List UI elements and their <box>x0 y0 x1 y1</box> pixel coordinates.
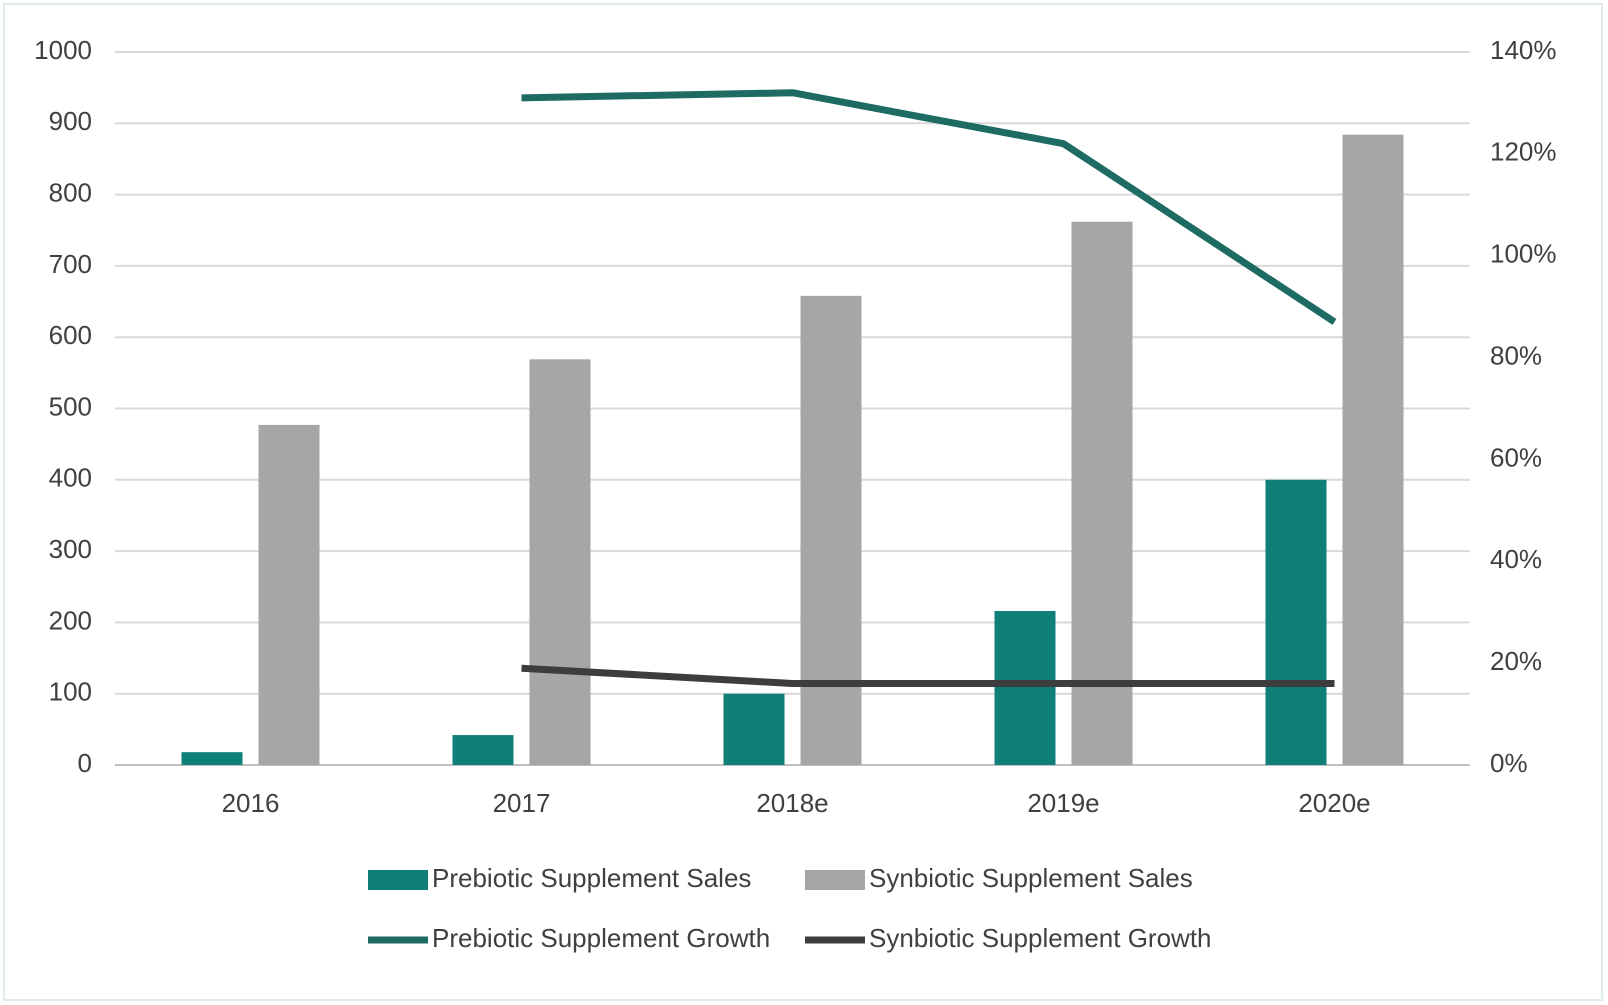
y-tick-label: 400 <box>49 463 92 493</box>
y-tick-label: 900 <box>49 106 92 136</box>
y2-tick-label: 40% <box>1490 544 1542 574</box>
y-tick-label: 300 <box>49 534 92 564</box>
y2-tick-label: 80% <box>1490 340 1542 370</box>
y2-tick-label: 0% <box>1490 748 1528 778</box>
y2-tick-label: 100% <box>1490 239 1557 269</box>
bar <box>529 359 591 765</box>
legend-label: Prebiotic Supplement Growth <box>432 923 770 953</box>
y2-tick-label: 20% <box>1490 646 1542 676</box>
legend-swatch <box>368 870 428 890</box>
bar <box>1071 221 1133 766</box>
bar <box>258 424 320 765</box>
legend-label: Synbiotic Supplement Sales <box>869 863 1193 893</box>
x-tick-label: 2018e <box>756 788 828 818</box>
y2-tick-label: 140% <box>1490 35 1557 65</box>
x-tick-label: 2019e <box>1027 788 1099 818</box>
y2-tick-label: 120% <box>1490 137 1557 167</box>
legend-label: Synbiotic Supplement Growth <box>869 923 1212 953</box>
bar <box>452 735 514 765</box>
bar <box>181 752 243 765</box>
bar <box>800 295 862 765</box>
y-tick-label: 100 <box>49 677 92 707</box>
legend-label: Prebiotic Supplement Sales <box>432 863 751 893</box>
bar <box>994 610 1056 765</box>
x-tick-label: 2017 <box>493 788 551 818</box>
x-tick-label: 2016 <box>222 788 280 818</box>
bar <box>723 693 785 765</box>
y-tick-label: 600 <box>49 320 92 350</box>
y-tick-label: 0 <box>78 748 92 778</box>
bar <box>1265 479 1327 765</box>
line <box>521 89 1337 325</box>
bar <box>1342 134 1404 765</box>
y-tick-label: 700 <box>49 249 92 279</box>
y2-tick-label: 60% <box>1490 442 1542 472</box>
y-tick-label: 800 <box>49 177 92 207</box>
y-tick-label: 500 <box>49 391 92 421</box>
x-tick-label: 2020e <box>1298 788 1370 818</box>
line <box>521 664 1335 688</box>
legend-swatch <box>805 870 865 890</box>
y-tick-label: 1000 <box>34 35 92 65</box>
y-tick-label: 200 <box>49 605 92 635</box>
